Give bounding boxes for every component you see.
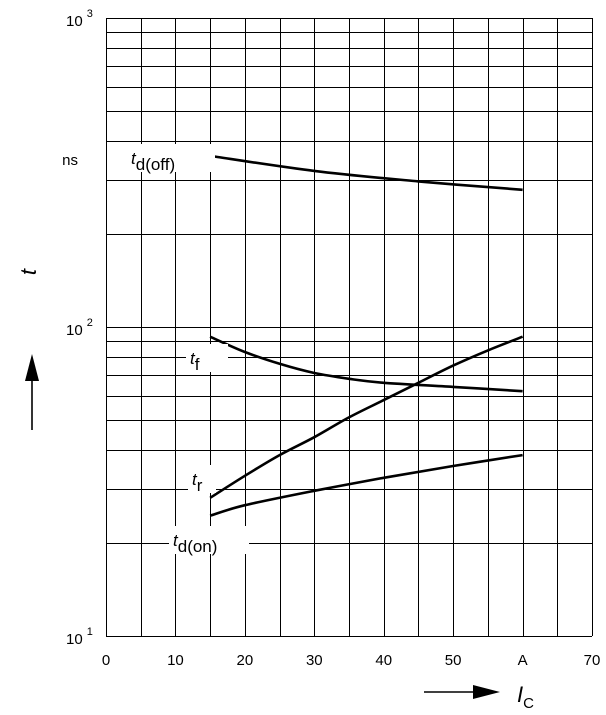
curve-label-1: tf	[190, 349, 200, 374]
x-tick-label: 20	[237, 652, 254, 669]
y-tick-label: 10 3	[66, 8, 93, 30]
tick-labels: 0 10 20 30 40 50 A 70 10 1 10 2 10 3	[66, 8, 600, 669]
y-tick-label: 10 2	[66, 317, 93, 339]
curves	[209, 154, 524, 517]
x-tick-label: 10	[167, 652, 184, 669]
curve-label-main: t	[173, 531, 179, 550]
x-axis-label: IC	[517, 682, 534, 712]
curve-label-sub: d(on)	[178, 537, 218, 556]
x-tick-label: 30	[306, 652, 323, 669]
x-tick-label: 70	[584, 652, 601, 669]
y-tick-base: 10	[66, 631, 83, 648]
series-line-2	[209, 335, 524, 499]
curve-label-main: t	[192, 470, 198, 489]
y-tick-base: 10	[66, 322, 83, 339]
x-tick-label: 0	[102, 652, 110, 669]
curve-label-mask	[127, 144, 215, 172]
y-tick-label: 10 1	[66, 626, 93, 648]
curve-label-mask	[169, 526, 249, 554]
series-line-3	[209, 453, 523, 517]
y-tick-exp: 1	[87, 626, 93, 638]
x-axis-label-main: I	[517, 682, 523, 707]
y-tick-exp: 2	[87, 317, 93, 329]
curve-label-sub: d(off)	[136, 155, 175, 174]
curve-label-3: td(on)	[173, 531, 217, 556]
y-axis-unit: ns	[62, 152, 78, 169]
x-axis-label-sub: C	[523, 695, 534, 712]
y-axis-label: t	[16, 268, 41, 275]
grid	[106, 18, 593, 637]
curve-label-0: td(off)	[131, 149, 175, 174]
curve-label-mask	[186, 344, 228, 372]
x-tick-label: 40	[375, 652, 392, 669]
x-tick-label: 50	[445, 652, 462, 669]
y-axis-arrow	[25, 354, 39, 430]
curve-label-2: tr	[192, 470, 203, 495]
curve-label-main: t	[190, 349, 196, 368]
x-axis-arrow	[424, 685, 500, 699]
series-line-1	[209, 335, 523, 393]
curve-label-sub: r	[197, 476, 203, 495]
series-line-0	[209, 154, 523, 192]
curve-label-sub: f	[195, 355, 200, 374]
y-tick-base: 10	[66, 13, 83, 30]
curve-label-main: t	[131, 149, 137, 168]
y-tick-exp: 3	[87, 8, 93, 20]
curve-label-mask	[188, 465, 216, 493]
x-tick-label: A	[518, 652, 528, 669]
